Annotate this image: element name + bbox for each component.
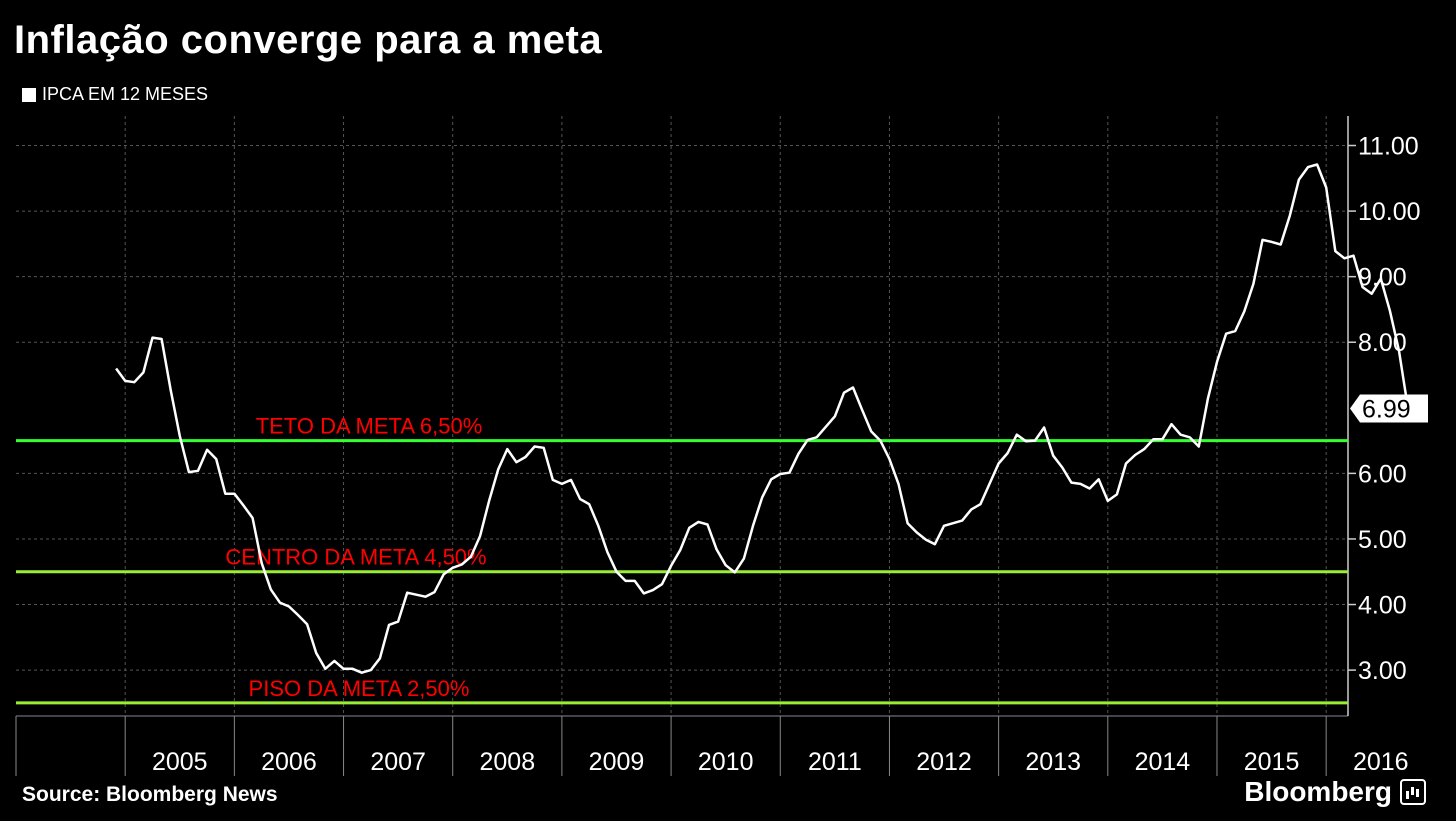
chart-title: Inflação converge para a meta — [14, 18, 603, 62]
legend-label: IPCA EM 12 MESES — [42, 84, 209, 104]
y-tick-label: 5.00 — [1358, 526, 1407, 554]
x-tick-label: 2014 — [1135, 748, 1191, 776]
last-value-callout — [1350, 394, 1428, 423]
y-tick-label: 4.00 — [1358, 592, 1407, 620]
x-tick-label: 2011 — [808, 748, 862, 776]
x-tick-label: 2006 — [261, 748, 317, 776]
brand-logo: Bloomberg — [1244, 776, 1426, 808]
source-note: Source: Bloomberg News — [22, 783, 278, 806]
x-tick-label: 2012 — [916, 748, 972, 776]
reference-line-label: PISO DA META 2,50% — [249, 676, 470, 701]
reference-line-label: TETO DA META 6,50% — [256, 414, 483, 439]
legend: IPCA EM 12 MESES — [22, 84, 208, 105]
brand-name: Bloomberg — [1244, 776, 1392, 807]
x-tick-label: 2007 — [370, 748, 426, 776]
bar-chart-icon — [1400, 779, 1426, 805]
x-tick-label: 2005 — [152, 748, 208, 776]
x-tick-label: 2015 — [1244, 748, 1300, 776]
legend-swatch-icon — [22, 87, 36, 102]
series-line — [115, 163, 1410, 674]
y-tick-label: 3.00 — [1358, 657, 1407, 685]
x-tick-label: 2016 — [1353, 748, 1409, 776]
y-tick-label: 6.00 — [1358, 460, 1407, 488]
last-value-label: 6.99 — [1362, 395, 1411, 423]
x-tick-label: 2009 — [589, 748, 645, 776]
x-tick-label: 2013 — [1025, 748, 1081, 776]
y-tick-label: 10.00 — [1358, 198, 1421, 226]
x-tick-label: 2008 — [479, 748, 535, 776]
reference-line-label: CENTRO DA META 4,50% — [225, 545, 486, 570]
x-tick-label: 2010 — [698, 748, 754, 776]
y-tick-label: 11.00 — [1358, 133, 1419, 161]
